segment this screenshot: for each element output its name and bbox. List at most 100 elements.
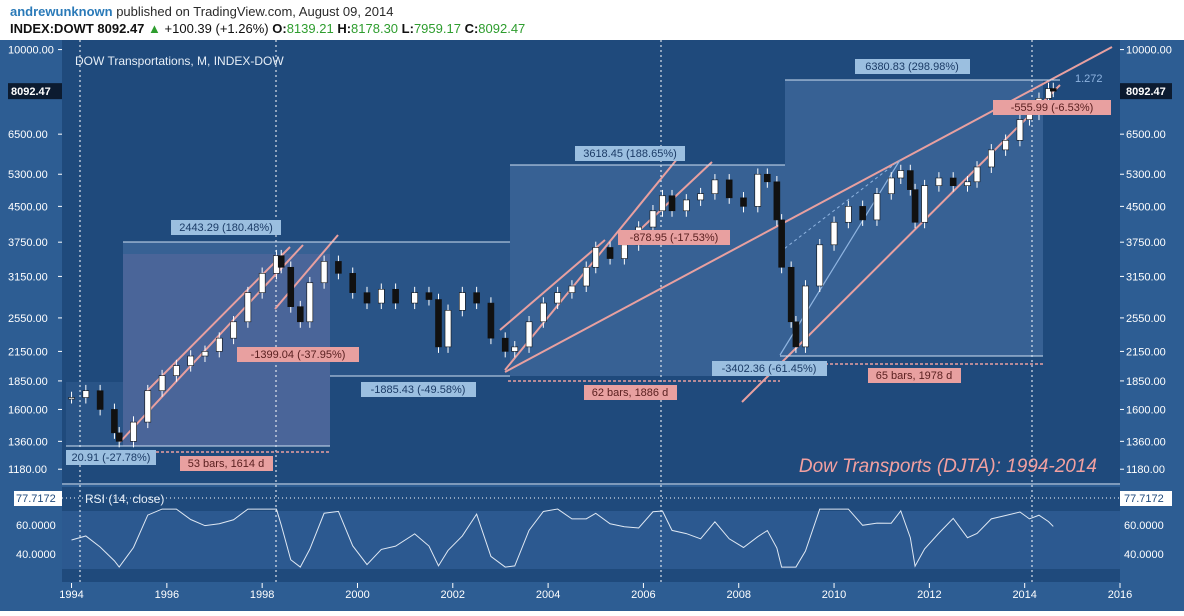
candle (773, 181, 781, 221)
bar-count-lines (66, 363, 1043, 453)
low-label: L: (401, 21, 414, 36)
y-tick-label: 3150.00 (1126, 271, 1166, 283)
candle (130, 421, 137, 442)
candle (935, 177, 943, 186)
y-tick-label-left: 4500.00 (8, 201, 48, 213)
last-price-tag-left (8, 83, 62, 100)
fan-line-2 (779, 159, 901, 253)
fan-line (779, 159, 901, 356)
candle (487, 302, 495, 339)
candle (568, 285, 576, 293)
candle (778, 219, 785, 268)
candle (754, 173, 762, 207)
bar-count-label-3: 65 bars, 1978 d (876, 370, 952, 382)
candle (296, 306, 304, 323)
y-tick-label: 5300.00 (1126, 169, 1166, 181)
x-tick-label: 2006 (631, 589, 655, 601)
quote-line: INDEX:DOWT 8092.47 ▲ +100.39 (+1.26%) O:… (10, 21, 525, 36)
candle (792, 321, 800, 348)
annotation-labels: 2443.29 (180.48%) -1399.04 (-37.95%) -18… (66, 59, 1111, 471)
candle (887, 177, 895, 195)
low-value: 7959.17 (413, 21, 461, 36)
y-tick-label-left: 1600.00 (8, 404, 48, 416)
candle (96, 390, 104, 410)
candle (540, 302, 547, 323)
publish-header: andrewunknown published on TradingView.c… (0, 0, 1184, 40)
candle (444, 310, 452, 348)
price-series[interactable] (68, 82, 1057, 448)
time-axis[interactable]: 1994 1996 1998 2000 2002 2004 2006 2008 2010 2012… (0, 583, 1184, 611)
rsi-tick-60-left: 60.0000 (16, 520, 56, 532)
published-text: published on TradingView.com, August 09,… (116, 4, 394, 19)
candle (244, 292, 252, 323)
close-value: 8092.47 (478, 21, 526, 36)
y-tick-label: 8092.47 (1126, 86, 1166, 98)
candle (501, 337, 509, 352)
publish-line: andrewunknown published on TradingView.c… (10, 4, 393, 19)
rsi-axis-left[interactable]: 77.7172 60.0000 40.0000 (14, 491, 62, 561)
chart-area[interactable]: 2443.29 (180.48%) -1399.04 (-37.95%) -18… (0, 40, 1184, 611)
candle (363, 292, 371, 304)
range-label-1: 2443.29 (180.48%) (179, 222, 273, 234)
candle (1002, 140, 1009, 151)
last-price-tag (1120, 83, 1172, 100)
y-tick-label: 2150.00 (1126, 346, 1166, 358)
candle (1045, 88, 1052, 99)
up-arrow-icon: ▲ (148, 21, 161, 36)
candle (201, 351, 209, 357)
x-tick-label: 1996 (155, 589, 179, 601)
rsi-value-right: 77.7172 (1124, 493, 1164, 505)
candle (582, 266, 590, 287)
y-tick-label-left: 1360.00 (8, 436, 48, 448)
price-axis-left[interactable]: 10000.00 8092.47 6500.00 5300.00 4500.00 3750… (8, 45, 62, 477)
y-tick-label: 6500.00 (1126, 129, 1166, 141)
candle (144, 390, 152, 423)
candle (425, 292, 433, 300)
candle (816, 244, 824, 287)
y-tick-label-left: 1850.00 (8, 376, 48, 388)
x-tick-label: 2000 (345, 589, 369, 601)
candle (554, 292, 561, 304)
x-tick-label: 2010 (822, 589, 846, 601)
y-tick-label: 3750.00 (1126, 237, 1166, 249)
x-tick-label: 1998 (250, 589, 274, 601)
y-tick-label-left: 3750.00 (8, 237, 48, 249)
bar-count-label-1: 53 bars, 1614 d (188, 458, 264, 470)
candle (435, 299, 442, 348)
time-axis-bg (0, 583, 1184, 611)
open-label: O: (272, 21, 287, 36)
last-price: 8092.47 (97, 21, 145, 36)
candle (511, 346, 519, 352)
rsi-axis-right[interactable]: 77.7172 60.0000 40.0000 (1120, 491, 1172, 561)
range-label-6: -3402.36 (-61.45%) (722, 363, 817, 375)
range-label-3: -1885.43 (-49.58%) (371, 384, 466, 396)
y-tick-label: 1180.00 (1126, 464, 1165, 476)
open-value: 8139.21 (286, 21, 334, 36)
price-axis-right[interactable]: 10000.00 8092.47 6500.00 5300.00 4500.00 3750… (1120, 45, 1172, 477)
x-tick-label: 2004 (536, 589, 560, 601)
candle (973, 166, 981, 183)
rsi-tick-60: 60.0000 (1124, 520, 1164, 532)
candle (320, 261, 328, 284)
username-link[interactable]: andrewunknown (10, 4, 113, 19)
candle (683, 199, 690, 212)
candle (349, 273, 357, 293)
x-tick-label: 2002 (441, 589, 465, 601)
candle (459, 292, 466, 311)
rsi-title: RSI (14, close) (85, 492, 164, 506)
candle (711, 179, 719, 195)
candle (82, 390, 90, 398)
candle (378, 288, 385, 304)
candle (287, 266, 295, 307)
y-tick-label-left: 2550.00 (8, 313, 48, 325)
y-tick-label-left: 3150.00 (8, 271, 48, 283)
chart-watermark: Dow Transports (DJTA): 1994-2014 (799, 456, 1097, 477)
candle (740, 197, 747, 207)
candle (335, 261, 342, 274)
candle (921, 185, 928, 223)
candle (1049, 88, 1057, 92)
x-tick-label: 2016 (1108, 589, 1132, 601)
candle (649, 210, 657, 228)
candle (907, 170, 914, 190)
chart-svg[interactable]: 2443.29 (180.48%) -1399.04 (-37.95%) -18… (0, 40, 1184, 611)
